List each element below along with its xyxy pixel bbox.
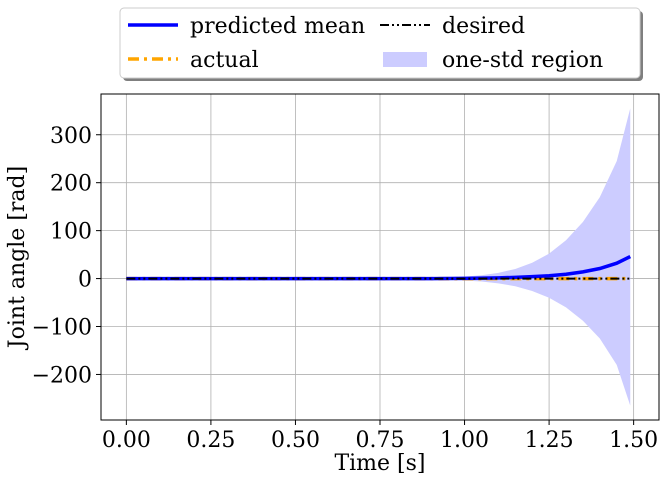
y-axis-label: Joint angle [rad]	[5, 166, 30, 350]
one-std-region-band	[126, 108, 631, 406]
legend-swatch-one-std-region	[383, 52, 427, 67]
x-tick-label: 1.00	[440, 428, 489, 453]
ticks-layer: 0.00 0.25 0.50 0.75 1.00 1.25 1.50 −200 −100 0 100…	[32, 124, 659, 453]
y-tick-label: 300	[50, 124, 92, 149]
x-tick-label: 1.25	[525, 428, 574, 453]
legend: predicted mean desired actual one-std regio…	[119, 7, 643, 81]
x-tick-label: 0.25	[186, 428, 235, 453]
y-tick-label: −100	[32, 316, 92, 341]
y-tick-label: 100	[50, 220, 92, 245]
x-tick-label: 1.50	[609, 428, 658, 453]
x-tick-label: 0.75	[356, 428, 405, 453]
legend-label: actual	[190, 48, 259, 73]
y-tick-label: 0	[78, 268, 92, 293]
legend-box	[119, 7, 641, 79]
one-std-band-layer	[126, 108, 631, 406]
x-tick-label: 0.00	[102, 428, 151, 453]
legend-label: one-std region	[442, 48, 603, 73]
x-axis-label: Time [s]	[334, 451, 425, 476]
y-tick-label: 200	[50, 172, 92, 197]
y-tick-label: −200	[32, 363, 92, 388]
x-tick-label: 0.50	[271, 428, 320, 453]
legend-label: desired	[442, 14, 525, 39]
legend-label: predicted mean	[190, 14, 365, 39]
series-lines-layer	[126, 254, 632, 281]
